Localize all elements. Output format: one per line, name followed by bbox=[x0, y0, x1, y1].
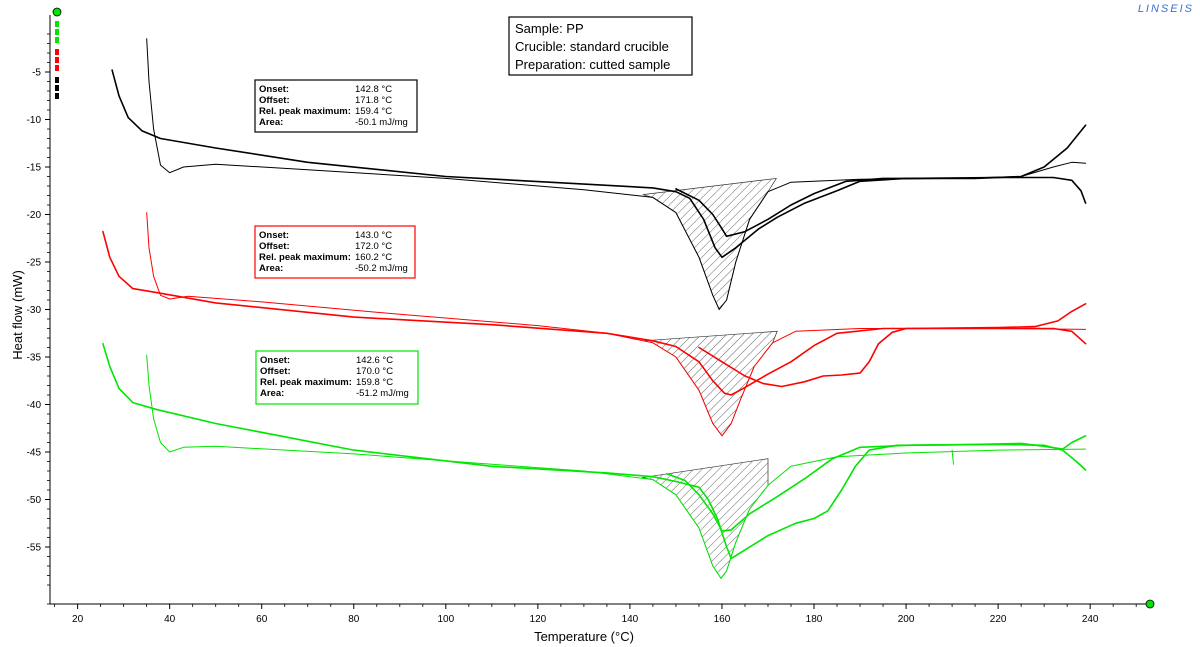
x-tick-label: 100 bbox=[437, 614, 454, 625]
y-ticks: -5 -10 -15 -20 -25 -30 -35 -40 -45 -50 -55 bbox=[27, 33, 50, 605]
y-tick-label: -35 bbox=[27, 353, 42, 364]
y-tick-label: -40 bbox=[27, 400, 42, 411]
peak-area-hatch bbox=[643, 330, 778, 437]
y-tick-label: -45 bbox=[27, 448, 42, 459]
series-marker-strip bbox=[52, 7, 62, 99]
y-tick-label: -20 bbox=[27, 210, 42, 221]
marker-red-2 bbox=[55, 57, 59, 63]
peak-label: Rel. peak maximum: bbox=[259, 106, 351, 117]
series-line bbox=[102, 230, 1087, 396]
offset-label: Offset: bbox=[259, 95, 290, 106]
x-tick-label: 160 bbox=[714, 614, 731, 625]
x-tick-label: 200 bbox=[898, 614, 915, 625]
y-tick-label: -30 bbox=[27, 305, 42, 316]
series-line bbox=[102, 342, 1087, 560]
area-value: -50.2 mJ/mg bbox=[355, 263, 408, 274]
x-tick-label: 120 bbox=[530, 614, 547, 625]
y-tick-label: -5 bbox=[32, 68, 41, 79]
x-ticks: 20 40 60 80 100 120 140 160 180 200 220 240 bbox=[54, 604, 1137, 625]
brand-logo: LINSEIS bbox=[1138, 3, 1194, 15]
x-tick-label: 60 bbox=[256, 614, 268, 625]
x-tick-label: 40 bbox=[164, 614, 176, 625]
peak-areas bbox=[641, 177, 778, 580]
top-handle-icon[interactable] bbox=[52, 7, 62, 17]
x-axis-label: Temperature (°C) bbox=[534, 629, 634, 644]
marker-black-3 bbox=[55, 93, 59, 99]
marker-green-2 bbox=[55, 29, 59, 35]
x-tick-label: 220 bbox=[990, 614, 1007, 625]
marker-red-1 bbox=[55, 49, 59, 55]
series-line bbox=[951, 449, 954, 465]
annotation-box-green: Onset: 142.6 °C Offset: 170.0 °C Rel. pe… bbox=[255, 350, 419, 405]
peak-value: 159.4 °C bbox=[355, 106, 392, 117]
peak-value: 159.8 °C bbox=[356, 377, 393, 388]
annotation-box-black: Onset: 142.8 °C Offset: 171.8 °C Rel. pe… bbox=[254, 79, 418, 133]
onset-value: 143.0 °C bbox=[355, 230, 392, 241]
marker-black-2 bbox=[55, 85, 59, 91]
peak-label: Rel. peak maximum: bbox=[259, 252, 351, 263]
marker-black-1 bbox=[55, 77, 59, 83]
offset-value: 171.8 °C bbox=[355, 95, 392, 106]
marker-green-1 bbox=[55, 21, 59, 27]
y-tick-label: -25 bbox=[27, 258, 42, 269]
x-tick-label: 80 bbox=[348, 614, 360, 625]
series-line bbox=[675, 124, 1087, 238]
onset-value: 142.6 °C bbox=[356, 355, 393, 366]
area-value: -51.2 mJ/mg bbox=[356, 388, 409, 399]
peak-area-hatch bbox=[642, 177, 777, 311]
series-line bbox=[146, 354, 1087, 579]
y-tick-label: -55 bbox=[27, 543, 42, 554]
area-label: Area: bbox=[259, 117, 283, 128]
area-label: Area: bbox=[259, 263, 283, 274]
y-tick-label: -10 bbox=[27, 115, 42, 126]
crucible-line: Crucible: standard crucible bbox=[515, 39, 669, 54]
preparation-line: Preparation: cutted sample bbox=[515, 57, 670, 72]
right-handle-icon[interactable] bbox=[1145, 599, 1155, 609]
onset-label: Onset: bbox=[259, 84, 289, 95]
sample-info-box: Sample: PP Crucible: standard crucible P… bbox=[508, 16, 693, 76]
y-axis-label: Heat flow (mW) bbox=[10, 270, 25, 360]
onset-value: 142.8 °C bbox=[355, 84, 392, 95]
sample-line: Sample: PP bbox=[515, 21, 584, 36]
x-tick-label: 140 bbox=[622, 614, 639, 625]
annotation-box-red: Onset: 143.0 °C Offset: 172.0 °C Rel. pe… bbox=[254, 225, 416, 279]
onset-label: Onset: bbox=[259, 230, 289, 241]
peak-area-hatch bbox=[641, 458, 769, 580]
peak-value: 160.2 °C bbox=[355, 252, 392, 263]
marker-green-3 bbox=[55, 37, 59, 43]
peak-label: Rel. peak maximum: bbox=[260, 377, 352, 388]
area-value: -50.1 mJ/mg bbox=[355, 117, 408, 128]
x-tick-label: 240 bbox=[1082, 614, 1099, 625]
onset-label: Onset: bbox=[260, 355, 290, 366]
y-tick-label: -15 bbox=[27, 163, 42, 174]
offset-value: 170.0 °C bbox=[356, 366, 393, 377]
area-label: Area: bbox=[260, 388, 284, 399]
series-layer bbox=[102, 38, 1087, 579]
marker-red-3 bbox=[55, 65, 59, 71]
series-line bbox=[665, 435, 1087, 532]
offset-label: Offset: bbox=[259, 241, 290, 252]
offset-label: Offset: bbox=[260, 366, 291, 377]
x-tick-label: 20 bbox=[72, 614, 84, 625]
series-line bbox=[698, 303, 1087, 388]
series-line bbox=[146, 212, 1087, 437]
x-tick-label: 180 bbox=[806, 614, 823, 625]
y-tick-label: -50 bbox=[27, 495, 42, 506]
offset-value: 172.0 °C bbox=[355, 241, 392, 252]
